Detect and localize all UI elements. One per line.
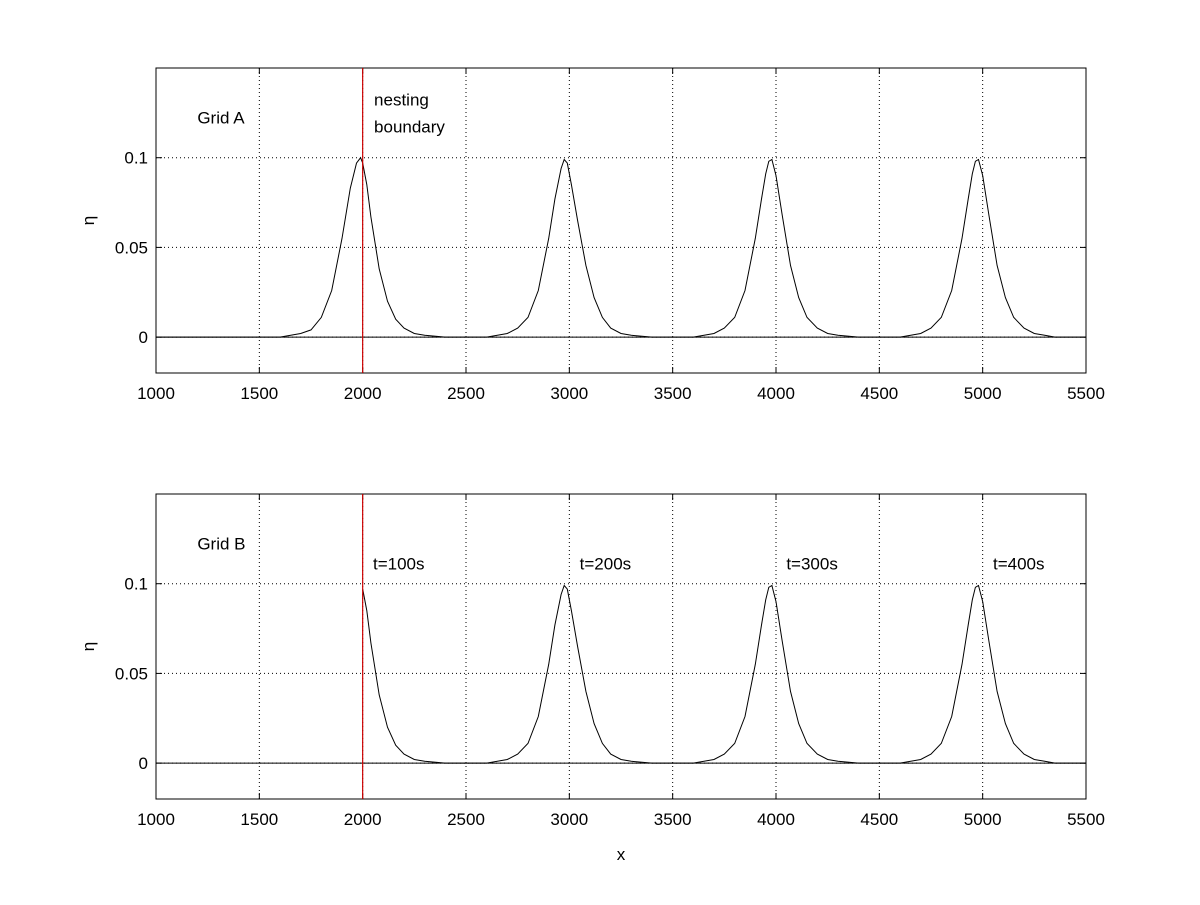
x-tick-label: 1500	[240, 810, 278, 829]
x-tick-label: 3000	[550, 384, 588, 403]
series-line	[362, 584, 1086, 764]
annotation-label: nesting	[374, 91, 429, 110]
x-tick-label: 2500	[447, 810, 485, 829]
annotation-label: boundary	[374, 118, 445, 137]
x-tick-label: 2000	[344, 810, 382, 829]
annotation-label: Grid B	[197, 535, 245, 554]
y-tick-label: 0.05	[115, 664, 148, 683]
annotation-label: t=100s	[373, 554, 425, 573]
x-tick-label: 1500	[240, 384, 278, 403]
x-tick-label: 4500	[860, 810, 898, 829]
annotation-label: t=300s	[786, 554, 838, 573]
x-tick-label: 3500	[654, 810, 692, 829]
annotation-label: t=400s	[993, 554, 1045, 573]
x-tick-label: 1000	[137, 810, 175, 829]
x-tick-label: 5000	[964, 384, 1002, 403]
x-tick-label: 3000	[550, 810, 588, 829]
y-tick-label: 0	[139, 754, 148, 773]
x-tick-label: 4500	[860, 384, 898, 403]
plot-area	[155, 67, 1087, 374]
panel-grid-b: 1000 1500 2000 2500 3000 3500 4000 4500 5000 5500…	[79, 493, 1105, 864]
x-tick-label: 4000	[757, 384, 795, 403]
y-tick-label: 0.1	[124, 575, 148, 594]
annotation-label: t=200s	[580, 554, 632, 573]
x-tick-label: 4000	[757, 810, 795, 829]
plot-area	[155, 493, 1087, 800]
x-axis-label: x	[617, 845, 626, 864]
series-line	[156, 156, 1086, 338]
y-tick-label: 0.05	[115, 238, 148, 257]
annotation-label: Grid A	[197, 109, 245, 128]
y-axis-label: η	[79, 642, 98, 651]
x-tick-label: 1000	[137, 384, 175, 403]
x-tick-label: 2000	[344, 384, 382, 403]
panel-grid-a: 1000 1500 2000 2500 3000 3500 4000 4500 5000 5500…	[79, 67, 1105, 403]
x-tick-label: 2500	[447, 384, 485, 403]
y-tick-label: 0	[139, 328, 148, 347]
x-tick-label: 5500	[1067, 810, 1105, 829]
y-axis-label: η	[79, 216, 98, 225]
x-tick-label: 3500	[654, 384, 692, 403]
x-tick-label: 5500	[1067, 384, 1105, 403]
x-tick-label: 5000	[964, 810, 1002, 829]
y-tick-label: 0.1	[124, 149, 148, 168]
